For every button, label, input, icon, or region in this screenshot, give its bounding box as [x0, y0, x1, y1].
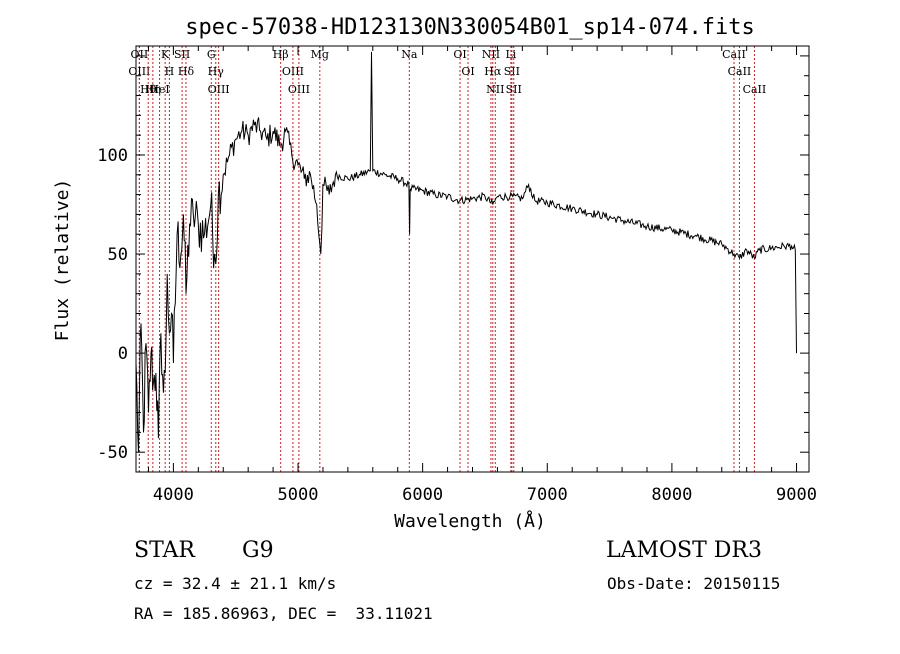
line-mark-label: Hη [145, 83, 161, 96]
line-mark-label: Hδ [178, 65, 195, 78]
x-axis-label: Wavelength (Å) [394, 510, 546, 532]
line-mark-label: K [161, 48, 170, 61]
line-mark-label: OIII [128, 65, 150, 78]
line-mark-label: H [165, 65, 175, 78]
line-mark-label: Hα [484, 65, 502, 78]
line-mark-label: Hγ [208, 65, 225, 78]
x-tick-label: 7000 [527, 485, 568, 505]
y-tick-label: 50 [108, 245, 128, 265]
y-tick-label: 100 [97, 146, 128, 166]
line-mark-label: Mg [311, 48, 329, 61]
x-tick-label: 8000 [651, 485, 692, 505]
line-mark-label: NII [486, 83, 504, 96]
line-marks: OIIOIIIHθHηHeIKHSIIHδGHγOIIIHβOIIIOIIIMg… [128, 46, 766, 472]
line-mark-label: Li [505, 48, 516, 61]
line-mark-label: OIII [288, 83, 310, 96]
axes: 4000 5000 6000 7000 8000 9000 -50 0 50 100 [97, 45, 817, 505]
line-mark-label: Hβ [273, 48, 289, 61]
line-mark-label: OIII [282, 65, 304, 78]
line-mark-label: SII [504, 65, 520, 78]
plot-area [135, 51, 797, 453]
line-mark-label: CaII [743, 83, 767, 96]
line-mark-label: G [207, 48, 216, 61]
line-mark-label: HeI [149, 83, 169, 96]
object-type: STAR [134, 538, 195, 563]
object-subclass: G9 [242, 538, 274, 563]
line-mark-label: SII [174, 48, 190, 61]
survey-name: LAMOST DR3 [606, 538, 762, 563]
ra-dec: RA = 185.86963, DEC = 33.11021 [134, 604, 433, 623]
line-mark-label: CaII [722, 48, 746, 61]
redshift-cz: cz = 32.4 ± 21.1 km/s [134, 574, 337, 593]
plot-frame [135, 45, 810, 473]
x-tick-label: 6000 [402, 485, 443, 505]
obs-date: Obs-Date: 20150115 [607, 574, 781, 593]
y-tick-label: -50 [97, 443, 128, 463]
line-mark-label: Na [401, 48, 418, 61]
chart-title: spec-57038-HD123130N330054B01_sp14-074.f… [185, 15, 755, 40]
line-mark-label: SII [506, 83, 522, 96]
line-mark-label: OI [453, 48, 466, 61]
spectrum-line [135, 51, 797, 453]
x-tick-label: 9000 [776, 485, 817, 505]
y-tick-label: 0 [118, 344, 128, 364]
x-tick-label: 4000 [153, 485, 194, 505]
line-mark-label: CaII [728, 65, 752, 78]
x-tick-label: 5000 [278, 485, 319, 505]
line-mark-label: OIII [208, 83, 230, 96]
y-axis-label: Flux (relative) [52, 179, 73, 342]
line-mark-label: OI [461, 65, 474, 78]
